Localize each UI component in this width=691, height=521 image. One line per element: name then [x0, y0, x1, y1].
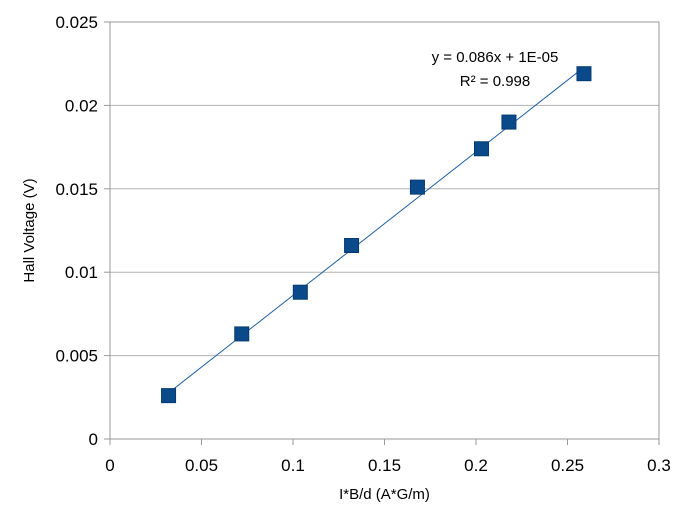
x-axis-title: I*B/d (A*G/m) — [339, 486, 430, 503]
y-tick-label: 0.015 — [55, 180, 98, 199]
data-point — [501, 114, 517, 130]
y-tick-label: 0.01 — [65, 263, 98, 282]
gridlines — [110, 21, 659, 440]
x-tick-label: 0.2 — [464, 456, 488, 475]
y-tick-label: 0.025 — [55, 13, 98, 32]
x-tick-label: 0.3 — [647, 456, 671, 475]
y-axis-title: Hall Voltage (V) — [21, 178, 38, 282]
plot-area-border — [109, 21, 660, 440]
y-tick-label: 0 — [89, 430, 98, 449]
trendline — [168, 66, 585, 394]
trendline-equation: y = 0.086x + 1E-05 — [432, 49, 559, 66]
y-tick-label: 0.02 — [65, 96, 98, 115]
x-tick-label: 0 — [105, 456, 114, 475]
data-point — [292, 284, 308, 300]
x-tick-label: 0.05 — [185, 456, 218, 475]
data-point — [473, 141, 489, 157]
x-tick-label: 0.15 — [368, 456, 401, 475]
data-point — [344, 238, 360, 254]
data-point — [409, 179, 425, 195]
y-tick-label: 0.005 — [55, 347, 98, 366]
x-tick-label: 0.1 — [281, 456, 305, 475]
r-squared-label: R² = 0.998 — [460, 73, 530, 90]
data-point — [161, 388, 177, 404]
x-tick-label: 0.25 — [551, 456, 584, 475]
data-points — [161, 66, 592, 404]
data-point — [576, 66, 592, 82]
x-axis-ticks: 0 0.05 0.1 0.15 0.2 0.25 0.3 — [105, 439, 671, 475]
data-point — [234, 326, 250, 342]
y-axis-ticks: 0 0.005 0.01 0.015 0.02 0.025 — [55, 13, 110, 449]
